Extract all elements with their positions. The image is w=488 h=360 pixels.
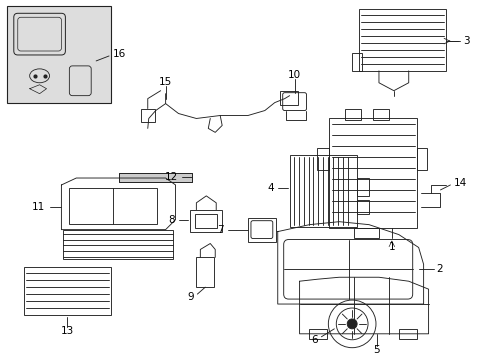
Bar	[309, 329, 326, 339]
Bar	[196, 257, 214, 287]
Bar	[356, 178, 368, 196]
Bar	[24, 267, 111, 315]
Bar	[351, 53, 361, 71]
Text: 6: 6	[310, 335, 317, 345]
Bar	[398, 329, 416, 339]
Text: 4: 4	[266, 183, 273, 193]
Text: 8: 8	[167, 215, 174, 225]
Bar	[247, 218, 275, 242]
Bar	[119, 173, 192, 182]
Bar	[358, 9, 446, 71]
Text: 9: 9	[187, 292, 194, 302]
Bar	[69, 188, 156, 224]
Text: 3: 3	[462, 36, 469, 46]
Text: 15: 15	[159, 77, 172, 87]
Text: 14: 14	[452, 178, 466, 188]
Bar	[190, 210, 222, 231]
Bar	[328, 118, 416, 228]
Bar	[279, 91, 297, 105]
Bar	[195, 214, 217, 228]
Bar	[345, 109, 360, 121]
Bar	[119, 173, 192, 182]
Text: 10: 10	[287, 70, 301, 80]
Text: 11: 11	[32, 202, 45, 212]
Text: 13: 13	[61, 326, 74, 336]
Bar	[416, 148, 426, 170]
Bar	[317, 148, 328, 170]
Text: 2: 2	[436, 264, 442, 274]
Bar	[356, 200, 368, 214]
Bar	[141, 109, 154, 122]
Text: 7: 7	[217, 225, 224, 235]
Bar	[353, 228, 378, 238]
Bar	[372, 109, 388, 121]
Text: 12: 12	[165, 172, 178, 182]
Text: 5: 5	[373, 345, 380, 355]
Bar	[7, 6, 111, 103]
Bar	[63, 230, 172, 260]
Bar	[289, 155, 356, 227]
Text: 16: 16	[113, 49, 126, 59]
Text: 1: 1	[388, 243, 394, 252]
Circle shape	[346, 319, 356, 329]
